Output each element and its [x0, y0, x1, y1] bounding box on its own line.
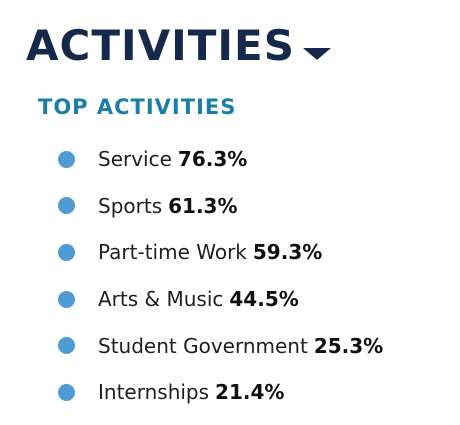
bullet-icon [58, 337, 75, 355]
activity-name: Sports [98, 193, 163, 218]
bullet-icon [58, 383, 75, 401]
activity-name: Student Government [98, 333, 308, 358]
activity-percent: 61.3% [168, 193, 238, 218]
activity-name: Service [98, 147, 172, 172]
list-item: Part-time Work 59.3% [58, 229, 383, 276]
list-item: Student Government 25.3% [58, 322, 383, 369]
activity-percent: 21.4% [215, 380, 285, 405]
bullet-icon [58, 290, 75, 308]
list-item: Sports 61.3% [58, 183, 383, 230]
bullet-icon [58, 150, 75, 168]
caret-down-icon[interactable] [302, 48, 331, 60]
list-item: Service 76.3% [58, 136, 383, 183]
activity-percent: 25.3% [313, 333, 384, 358]
list-item: Internships 21.4% [58, 369, 383, 416]
activity-list: Service 76.3% Sports 61.3% Part-time Wor… [58, 136, 383, 416]
section-title: TOP ACTIVITIES [38, 95, 237, 119]
activity-name: Internships [98, 380, 210, 405]
activity-name: Arts & Music [98, 287, 224, 312]
list-item: Arts & Music 44.5% [58, 276, 383, 323]
bullet-icon [58, 197, 75, 215]
bullet-icon [58, 243, 75, 261]
activities-header[interactable]: ACTIVITIES [26, 20, 331, 72]
activity-percent: 76.3% [177, 147, 248, 172]
page-title: ACTIVITIES [26, 21, 295, 70]
activity-percent: 59.3% [252, 240, 323, 265]
activity-name: Part-time Work [98, 240, 247, 265]
activity-percent: 44.5% [229, 287, 299, 312]
